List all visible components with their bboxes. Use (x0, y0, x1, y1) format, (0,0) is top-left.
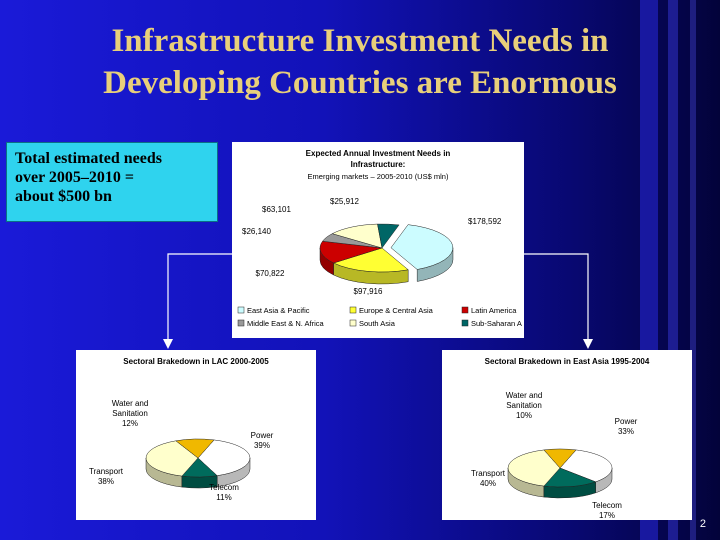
legend-label-middle-east-n-africa: Middle East & N. Africa (247, 319, 325, 328)
sector-label-transport: Transport 38% (89, 467, 124, 486)
sector-label-line: 40% (480, 479, 496, 488)
sector-label-line: Telecom (209, 483, 239, 492)
main-chart-title-line2: Infrastructure: (351, 160, 406, 169)
value-label-europe-central-asia: $97,916 (354, 287, 383, 296)
value-label-east-asia-pacific: $178,592 (468, 217, 502, 226)
lac-pie-svg: Sectoral Brakedown in LAC 2000-2005 Powe… (89, 357, 274, 502)
sector-label-line: 12% (122, 419, 138, 428)
sector-label-line: Sanitation (506, 401, 542, 410)
sector-label-line: 38% (98, 477, 114, 486)
decorative-stripe (690, 0, 696, 540)
legend-swatch-latin-america (461, 306, 469, 314)
sector-label-telecom: Telecom 17% (592, 501, 622, 520)
legend-label-latin-america: Latin America (471, 306, 517, 315)
east-asia-sector-chart: Sectoral Brakedown in East Asia 1995-200… (442, 350, 692, 520)
pie-slice-water-and-sanitation (175, 438, 215, 459)
sector-label-power: Power 39% (251, 431, 274, 450)
legend-label-south-asia: South Asia (359, 319, 396, 328)
sector-label-water-and-sanitation: Water and Sanitation 10% (506, 391, 543, 420)
sector-label-transport: Transport 40% (471, 469, 506, 488)
legend-swatch-middle-east-n-africa (237, 319, 245, 327)
pie-slice-east-asia-pacific (390, 224, 454, 270)
sector-label-line: Transport (471, 469, 506, 478)
pie-slice-power (197, 439, 251, 476)
pie-slice-power (559, 449, 613, 483)
sector-label-line: 17% (599, 511, 615, 520)
east-asia-pie-svg: Sectoral Brakedown in East Asia 1995-200… (471, 357, 650, 520)
slide-number: 2 (699, 518, 706, 530)
connector-right-arrow (522, 253, 589, 345)
lac-pie-labels: Power 39% Telecom 11% Transport 38% Water and S… (89, 399, 274, 502)
value-label-south-asia: $63,101 (262, 205, 291, 214)
main-pie-value-labels: $178,592 $97,916 $70,822 $26,140 $63,101 $25,… (242, 197, 502, 296)
pie-slice-europe-central-asia (332, 247, 409, 273)
main-pie-slices (319, 223, 454, 285)
pie-slice-water-and-sanitation (543, 448, 577, 469)
sector-label-power: Power 33% (615, 417, 638, 436)
sector-label-line: Power (615, 417, 638, 426)
sector-label-line: 39% (254, 441, 270, 450)
sector-label-line: 10% (516, 411, 532, 420)
decorative-stripe (668, 0, 678, 540)
main-chart-legend: East Asia & Pacific Europe & Central Asia… (237, 306, 522, 328)
pie-slice-telecom (543, 467, 597, 488)
legend-swatch-south-asia (349, 319, 357, 327)
east-asia-pie-slices (507, 448, 613, 499)
slide-title: Infrastructure Investment Needs in Devel… (40, 20, 680, 104)
lac-pie-slices (145, 438, 251, 489)
value-label-sub-saharan-africa: $25,912 (330, 197, 359, 206)
arrowhead-left-icon (163, 339, 173, 349)
sector-label-line: Transport (89, 467, 124, 476)
legend-swatch-east-asia-pacific (237, 306, 245, 314)
legend-label-europe-central-asia: Europe & Central Asia (359, 306, 434, 315)
east-asia-chart-title: Sectoral Brakedown in East Asia 1995-200… (485, 357, 650, 366)
pie-slice-latin-america (319, 240, 383, 264)
sector-label-line: Telecom (592, 501, 622, 510)
legend-swatch-sub-saharan-africa (461, 319, 469, 327)
sector-label-telecom: Telecom 11% (209, 483, 239, 502)
pie-slice-sub-saharan-africa (377, 223, 400, 249)
main-chart-subtitle: Emerging markets – 2005-2010 (US$ mln) (308, 172, 449, 181)
legend-label-east-asia-pacific: East Asia & Pacific (247, 306, 310, 315)
lac-sector-chart: Sectoral Brakedown in LAC 2000-2005 Powe… (76, 350, 316, 520)
investment-needs-chart: Expected Annual Investment Needs in Infr… (232, 142, 524, 338)
legend-label-sub-saharan-africa: Sub-Saharan A (471, 319, 522, 328)
lac-chart-title: Sectoral Brakedown in LAC 2000-2005 (123, 357, 269, 366)
sector-label-line: 11% (216, 493, 231, 502)
slide-title-line1: Infrastructure Investment Needs in (111, 23, 609, 59)
pie-slice-transport (507, 449, 561, 487)
sector-label-water-and-sanitation: Water and Sanitation 12% (112, 399, 149, 428)
pie-slice-transport (145, 440, 199, 477)
investment-needs-pie-svg: Expected Annual Investment Needs in Infr… (237, 149, 522, 328)
east-asia-pie-labels: Power 33% Telecom 17% Transport 40% Water and S… (471, 391, 638, 520)
sector-label-line: 33% (618, 427, 634, 436)
sector-label-line: Water and (112, 399, 149, 408)
sector-label-line: Sanitation (112, 409, 148, 418)
legend-swatch-europe-central-asia (349, 306, 357, 314)
callout-line2: over 2005–2010 = (15, 169, 135, 186)
connector-left-arrow (167, 253, 232, 345)
value-label-middle-east-n-africa: $26,140 (242, 227, 271, 236)
total-needs-callout: Total estimated needs over 2005–2010 = a… (6, 142, 218, 222)
sector-label-line: Water and (506, 391, 543, 400)
main-chart-title-line1: Expected Annual Investment Needs in (306, 149, 451, 158)
sector-label-line: Power (251, 431, 274, 440)
slide-title-line2: Developing Countries are Enormous (103, 65, 617, 101)
pie-slice-south-asia (331, 223, 383, 249)
callout-line3: about $500 bn (15, 188, 112, 205)
arrowhead-right-icon (583, 339, 593, 349)
callout-line1: Total estimated needs (15, 150, 162, 167)
value-label-latin-america: $70,822 (256, 269, 285, 278)
